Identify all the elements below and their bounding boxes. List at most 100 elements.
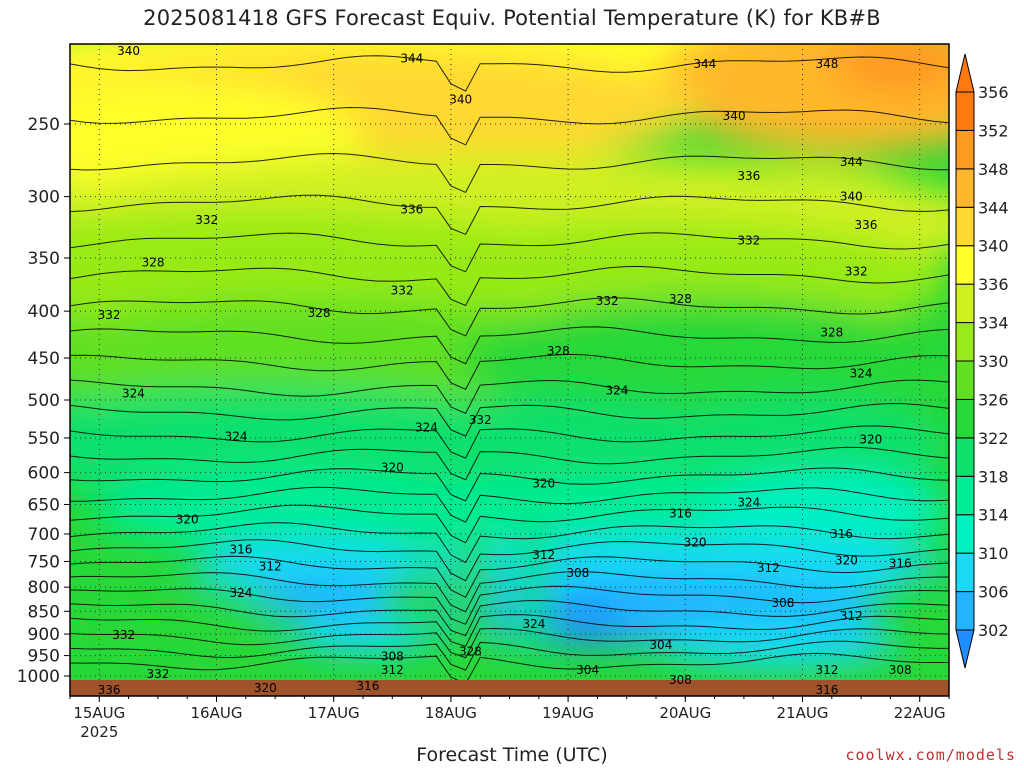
contour-label: 316 <box>669 507 692 521</box>
y-tick-label: 750 <box>28 552 60 572</box>
contour-label: 324 <box>850 367 873 381</box>
x-tick-label: 19AUG <box>542 704 594 722</box>
y-tick-label: 950 <box>28 647 60 667</box>
contour-label: 324 <box>605 383 628 397</box>
contour-line <box>70 539 949 582</box>
colorbar-segment <box>955 437 975 477</box>
contour-label: 320 <box>176 512 199 526</box>
contour-label: 328 <box>547 344 570 358</box>
contour-label: 320 <box>254 681 277 695</box>
contour-line <box>70 152 949 194</box>
contour-label: 312 <box>259 560 282 574</box>
contour-line <box>70 326 949 365</box>
y-tick-label: 900 <box>28 625 60 645</box>
contour-label: 320 <box>532 477 555 491</box>
contour-label: 332 <box>98 308 121 322</box>
x-tick-label: 22AUG <box>894 704 946 722</box>
y-tick-label: 250 <box>28 115 60 135</box>
colorbar-segment <box>955 283 975 324</box>
color-region <box>656 395 949 496</box>
contour-label: 312 <box>757 561 780 575</box>
colorbar-segment <box>955 168 975 208</box>
colorbar-segment <box>955 475 975 516</box>
colorbar-segment <box>955 398 975 439</box>
y-tick-label: 850 <box>28 602 60 622</box>
x-tick-label: 21AUG <box>777 704 829 722</box>
colorbar-label: 348 <box>978 160 1009 179</box>
y-tick-label: 800 <box>28 578 60 598</box>
contour-line <box>70 446 949 481</box>
contour-label: 336 <box>855 218 878 232</box>
contour-label: 324 <box>415 421 438 435</box>
colorbar-segment <box>955 129 975 170</box>
contour-line <box>70 614 949 648</box>
colorbar-label: 302 <box>978 621 1009 640</box>
colorbar-label: 340 <box>978 237 1009 256</box>
y-tick-label: 1000 <box>17 667 60 687</box>
color-region <box>831 44 949 94</box>
contour-label: 340 <box>723 109 746 123</box>
colorbar-segment <box>955 552 975 593</box>
colorbar-segment <box>955 245 975 285</box>
contour-label: 336 <box>737 169 760 183</box>
x-tick-sublabel: 2025 <box>80 723 118 741</box>
y-tick-label: 600 <box>28 464 60 484</box>
color-region <box>255 576 393 617</box>
contour-label: 332 <box>195 213 218 227</box>
contour-label: 344 <box>400 51 423 65</box>
colorbar-segment <box>955 322 975 362</box>
colorbar-segment <box>955 206 975 247</box>
contour-line <box>70 379 949 414</box>
contour-label: 332 <box>146 667 169 681</box>
contour-label: 336 <box>400 203 423 217</box>
colorbar-label: 330 <box>978 352 1009 371</box>
contour-label: 332 <box>391 284 414 298</box>
contour-label: 308 <box>772 596 795 610</box>
contour-label: 316 <box>889 557 912 571</box>
contour-label: 312 <box>381 663 404 677</box>
colorbar-label: 314 <box>978 506 1009 525</box>
contour-label: 312 <box>815 663 838 677</box>
contour-label: 304 <box>649 638 672 652</box>
colorbar-label: 322 <box>978 429 1009 448</box>
contour-line <box>70 55 949 92</box>
contour-label: 324 <box>122 387 145 401</box>
x-tick-label: 15AUG <box>73 704 125 722</box>
colorbar-segment <box>955 91 975 131</box>
colorbar-segment <box>955 591 975 631</box>
contour-label: 320 <box>381 460 404 474</box>
contour-label: 308 <box>889 663 912 677</box>
colorbar-label: 318 <box>978 467 1009 486</box>
contour-label: 324 <box>225 430 248 444</box>
contour-label: 324 <box>229 586 252 600</box>
colorbar-label: 334 <box>978 314 1009 333</box>
color-region <box>460 298 949 419</box>
contour-label: 316 <box>356 679 379 693</box>
colorbar-label: 326 <box>978 390 1009 409</box>
credit-link[interactable]: coolwx.com/models <box>845 746 1016 764</box>
contour-label: 324 <box>737 496 760 510</box>
contour-label: 340 <box>840 190 863 204</box>
contour-label: 332 <box>469 413 492 427</box>
contour-label: 316 <box>830 527 853 541</box>
colorbar-label: 352 <box>978 121 1009 140</box>
contour-label: 336 <box>98 683 121 697</box>
contour-label: 320 <box>684 535 707 549</box>
contour-label: 340 <box>449 92 472 106</box>
contour-label: 340 <box>117 44 140 58</box>
y-tick-label: 450 <box>28 349 60 369</box>
contour-label: 308 <box>381 649 404 663</box>
contour-label: 328 <box>820 325 843 339</box>
contour-label: 328 <box>459 644 482 658</box>
contour-label: 320 <box>859 432 882 446</box>
contour-label: 308 <box>669 673 692 687</box>
colorbar-low-arrow <box>955 629 975 669</box>
contour-line <box>70 425 949 459</box>
colorbar-segment <box>955 360 975 400</box>
colorbar-high-arrow <box>955 53 975 93</box>
y-tick-label: 700 <box>28 525 60 545</box>
color-region <box>192 538 437 595</box>
y-tick-label: 300 <box>28 188 60 208</box>
y-tick-label: 350 <box>28 249 60 269</box>
